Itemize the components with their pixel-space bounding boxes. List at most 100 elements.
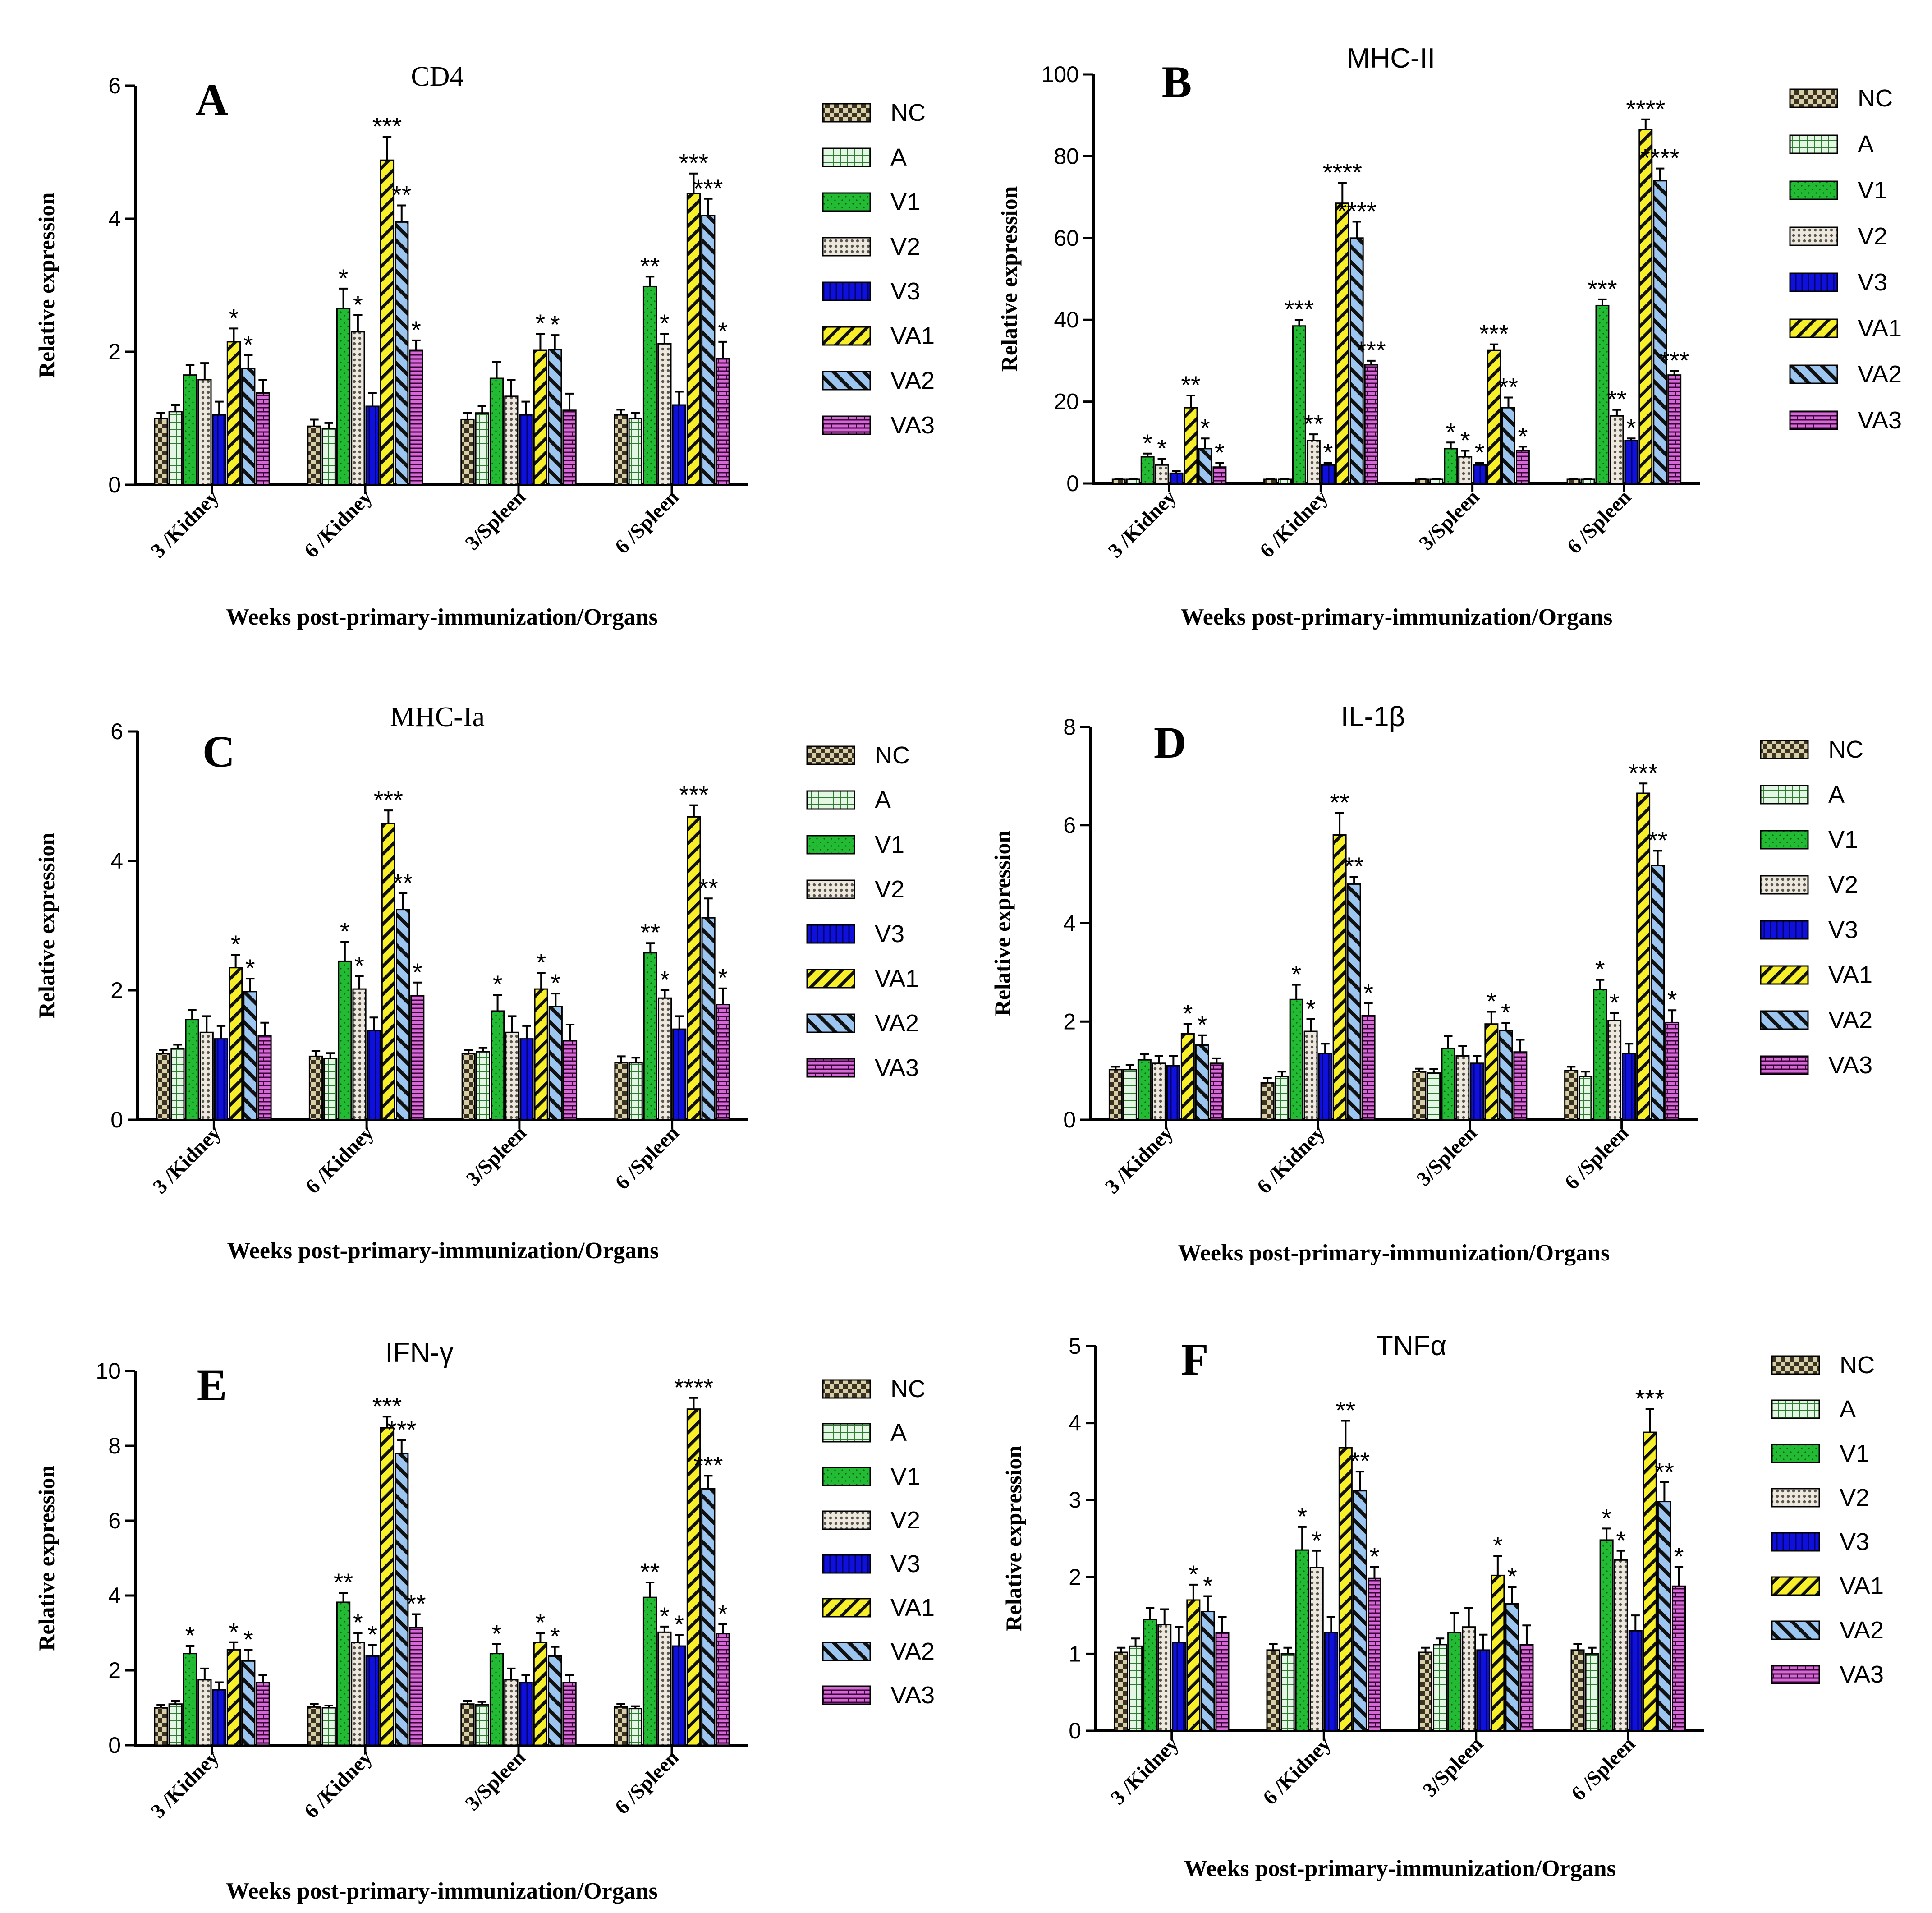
significance-label: * (367, 1620, 377, 1649)
significance-label: * (185, 1621, 195, 1650)
significance-label: * (1626, 414, 1636, 442)
significance-label: * (1291, 960, 1301, 989)
bar-V3 (1473, 464, 1487, 484)
significance-label: * (536, 1608, 546, 1637)
bar-VA3 (1364, 364, 1378, 484)
bar-A (321, 428, 336, 486)
legend-label-V1: V1 (1828, 826, 1858, 853)
x-axis-label: Weeks post-primary-immunization/Organs (227, 1238, 659, 1264)
legend-label-V2: V2 (890, 1507, 920, 1534)
y-tick-label: 5 (1069, 1334, 1081, 1359)
significance-label: *** (693, 1451, 723, 1479)
bar-V2 (657, 997, 672, 1121)
legend-swatch-VA1 (1760, 965, 1809, 985)
bar-VA1 (1180, 1033, 1195, 1121)
bar-A (629, 1062, 643, 1121)
significance-label: * (353, 290, 363, 319)
y-tick-label: 2 (1069, 1564, 1081, 1590)
significance-label: **** (674, 1373, 713, 1402)
bar-VA3 (410, 994, 425, 1121)
y-tick-label: 2 (110, 978, 123, 1003)
significance-label: * (1197, 1011, 1207, 1039)
significance-label: *** (1356, 336, 1386, 364)
bar-NC (614, 1062, 629, 1121)
legend-swatch-V1 (822, 1467, 871, 1486)
significance-label: *** (693, 174, 723, 202)
legend-swatch-A (822, 147, 871, 167)
x-tick-label: 3/Spleen (1414, 485, 1484, 555)
legend: NC A V1 V2 V3 VA1 VA2 VA3 (1760, 736, 1872, 1079)
bar-VA3 (1513, 1051, 1528, 1121)
legend-swatch-VA1 (1789, 318, 1838, 338)
significance-label: *** (1285, 295, 1314, 323)
legend-label-A: A (890, 1419, 907, 1446)
legend: NC A V1 V2 V3 VA1 VA2 VA3 (822, 1375, 935, 1709)
bar-VA1 (381, 823, 395, 1121)
bar-VA1 (1186, 1599, 1201, 1732)
significance-label: ** (393, 869, 413, 897)
legend-swatch-V3 (1760, 920, 1809, 940)
legend-label-NC: NC (875, 742, 910, 769)
y-tick-label: 0 (110, 1107, 123, 1132)
significance-label: * (413, 958, 422, 986)
panel-letter: B (1162, 57, 1192, 107)
significance-label: * (1595, 955, 1605, 984)
significance-label: * (229, 1618, 239, 1646)
bar-VA3 (562, 1682, 577, 1746)
bar-V1 (642, 285, 657, 486)
bar-NC (1263, 478, 1278, 484)
x-tick-label: 3/Spleen (1418, 1732, 1487, 1802)
bar-VA3 (257, 1035, 272, 1121)
y-tick-label: 6 (108, 1508, 121, 1533)
bar-NC (307, 425, 321, 486)
bar-NC (1108, 1069, 1123, 1121)
y-tick-label: 6 (110, 719, 123, 744)
legend-label-VA3: VA3 (890, 412, 935, 439)
bar-NC (307, 1706, 321, 1746)
legend-label-VA2: VA2 (1858, 361, 1902, 388)
legend-swatch-V1 (1760, 830, 1809, 850)
bar-VA3 (1361, 1015, 1376, 1121)
bar-VA2 (701, 1488, 716, 1746)
legend-swatch-VA3 (822, 1685, 871, 1705)
y-tick-label: 10 (96, 1358, 121, 1384)
significance-label: * (353, 1608, 363, 1637)
panel-letter: E (197, 1360, 227, 1410)
y-tick-label: 0 (108, 472, 121, 497)
legend-swatch-VA2 (822, 1642, 871, 1661)
x-tick-label: 6 /Spleen (610, 485, 683, 558)
significance-label: * (718, 317, 728, 345)
bar-V2 (1610, 415, 1624, 484)
x-tick-label: 3 /Kidney (1106, 1732, 1183, 1809)
bar-VA1 (1335, 202, 1349, 484)
bar-VA3 (716, 1633, 730, 1746)
x-tick-label: 6 /Kidney (301, 1121, 378, 1198)
bar-NC (460, 418, 475, 486)
x-tick-label: 3 /Kidney (1103, 485, 1180, 562)
bar-V2 (351, 331, 365, 486)
legend-label-A: A (1828, 781, 1845, 808)
y-tick-label: 8 (108, 1433, 121, 1458)
legend-swatch-V3 (822, 281, 871, 301)
legend-label-V1: V1 (890, 1463, 920, 1490)
panel-letter: C (202, 727, 235, 777)
significance-label: * (718, 964, 728, 992)
bar-VA2 (1349, 237, 1364, 484)
legend-swatch-NC (822, 103, 871, 123)
significance-label: * (1157, 434, 1167, 463)
bar-V3 (672, 404, 686, 486)
significance-label: * (1183, 999, 1193, 1028)
significance-label: * (1297, 1502, 1307, 1531)
significance-label: *** (374, 786, 403, 814)
significance-label: * (243, 330, 253, 359)
significance-label: * (243, 1625, 253, 1653)
significance-label: * (1363, 979, 1373, 1007)
significance-label: *** (1629, 759, 1658, 787)
bar-V3 (214, 1038, 229, 1121)
bar-V2 (351, 1642, 365, 1746)
bar-V3 (1172, 1642, 1186, 1732)
significance-label: ** (1336, 1396, 1356, 1424)
y-tick-label: 4 (108, 206, 121, 231)
